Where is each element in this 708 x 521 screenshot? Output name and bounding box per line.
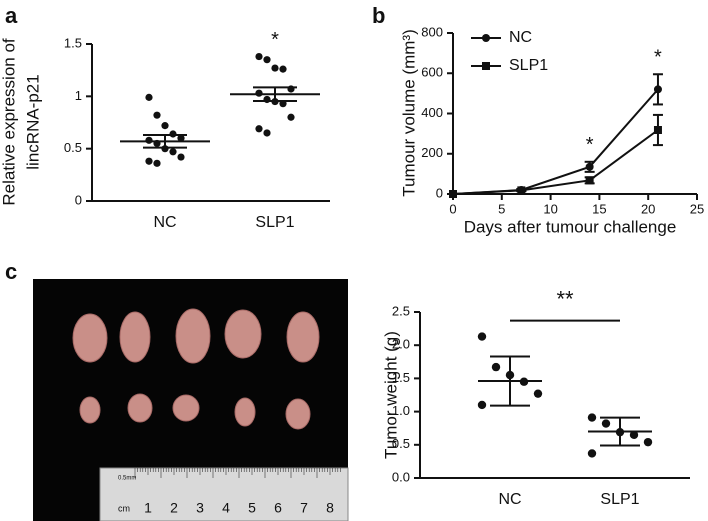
point	[601, 419, 611, 428]
panel-letter: b	[372, 3, 385, 28]
y-tick-label: 2.5	[392, 303, 410, 318]
panel-letter: c	[5, 259, 17, 284]
y-tick-label: 1	[75, 88, 82, 103]
series-line	[452, 129, 659, 195]
y-tick-label: 0.5	[392, 436, 410, 451]
point	[491, 362, 501, 372]
point	[263, 129, 271, 137]
annotation: *	[654, 47, 662, 69]
point	[153, 159, 161, 167]
point	[271, 64, 279, 72]
ruler-unit: cm	[118, 503, 130, 513]
x-tick-label: SLP1	[255, 214, 294, 231]
point	[477, 400, 487, 410]
legend-label: SLP1	[509, 57, 548, 74]
x-tick-label: 5	[498, 201, 505, 216]
ruler	[99, 467, 349, 521]
y-tick-label: 2.0	[392, 337, 410, 352]
legend-label: NC	[509, 29, 532, 46]
annotation: *	[271, 29, 279, 51]
ruler-label: 7	[300, 500, 308, 516]
ruler-ticks	[134, 468, 341, 478]
x-tick-label: 10	[543, 201, 557, 216]
y-tick-label: 200	[421, 145, 443, 160]
x-axis-label: Days after tumour challenge	[464, 217, 677, 236]
x-tick-label: SLP1	[600, 491, 639, 508]
point	[169, 148, 177, 156]
y-tick-label: 0.5	[64, 140, 82, 155]
ruler-label: 5	[248, 500, 256, 516]
ruler-label: 2	[170, 500, 178, 516]
point	[255, 89, 263, 97]
point	[587, 413, 597, 422]
x-tick-label: 0	[449, 201, 456, 216]
x-tick-label: NC	[498, 491, 521, 508]
point	[585, 176, 594, 185]
ruler-label: 1	[144, 500, 152, 516]
x-tick-label: 15	[592, 201, 606, 216]
y-tick-label: 0.0	[392, 469, 410, 484]
y-tick-label: 800	[421, 24, 443, 39]
y-tick-label: 1.5	[64, 35, 82, 50]
ruler-small-label: 0.5mm	[118, 476, 136, 482]
point	[585, 162, 594, 171]
x-tick-label: 25	[690, 201, 704, 216]
point	[653, 126, 662, 135]
series-line	[452, 88, 659, 195]
ruler-label: 6	[274, 500, 282, 516]
tumors	[72, 308, 320, 430]
point	[161, 122, 169, 130]
point	[145, 157, 153, 165]
point	[587, 449, 597, 458]
point	[629, 430, 639, 440]
point	[177, 134, 185, 142]
photo: 0.5mm cm	[33, 279, 349, 521]
point	[263, 56, 271, 64]
panel-letter: a	[5, 3, 18, 28]
ruler-label: 8	[326, 500, 334, 516]
y-tick-label: 1.0	[392, 403, 410, 418]
point	[517, 186, 526, 195]
x-tick-label: NC	[153, 214, 176, 231]
point	[449, 190, 457, 198]
ruler-label: 3	[196, 500, 204, 516]
legend-marker	[482, 62, 490, 70]
y-tick-label: 0	[436, 185, 443, 200]
point	[477, 332, 487, 341]
point	[177, 153, 185, 161]
point	[255, 52, 263, 61]
ruler-label: 4	[222, 500, 230, 516]
legend-marker	[482, 34, 490, 42]
point	[643, 437, 653, 447]
y-axis-label: Tumour volume (mm³)	[399, 29, 418, 197]
y-tick-label: 1.5	[392, 370, 410, 385]
point	[169, 130, 177, 138]
y-tick-label: 400	[421, 105, 443, 120]
point	[279, 65, 287, 73]
y-axis-label: lincRNA-p21	[23, 74, 42, 169]
point	[145, 136, 153, 144]
y-axis-label: Relative expression of	[0, 38, 18, 206]
point	[533, 389, 543, 398]
point	[255, 125, 263, 133]
annotation: **	[556, 286, 574, 311]
y-tick-label: 0	[75, 192, 82, 207]
y-axis-label: Tumor weight (g)	[381, 331, 400, 459]
x-tick-label: 20	[641, 201, 655, 216]
point	[145, 93, 153, 101]
point	[287, 113, 295, 121]
y-tick-label: 600	[421, 65, 443, 80]
point	[653, 85, 662, 94]
annotation: *	[586, 134, 594, 156]
point	[153, 111, 161, 119]
